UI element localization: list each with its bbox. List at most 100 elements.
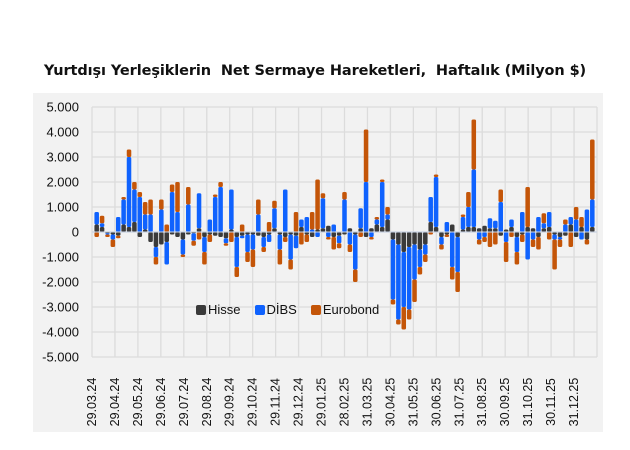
- bar-segment: [374, 217, 380, 220]
- bar-segment: [121, 199, 126, 225]
- chart-panel: [33, 93, 603, 432]
- bar-segment: [466, 207, 471, 227]
- bar-segment: [266, 222, 272, 232]
- bar-segment: [396, 244, 401, 320]
- bar-segment: [460, 217, 466, 230]
- bar-segment: [358, 208, 363, 229]
- bar-segment: [159, 199, 164, 210]
- bar-segment: [353, 232, 358, 235]
- bars: [92, 119, 597, 330]
- bar-segment: [180, 239, 186, 255]
- bar-segment: [148, 199, 153, 215]
- bar-segment: [218, 187, 223, 232]
- legend-item-hisse[interactable]: Hisse: [196, 302, 241, 317]
- bar-segment: [239, 232, 245, 236]
- bar-segment: [509, 219, 514, 227]
- legend-item-dibs[interactable]: DİBS: [254, 302, 297, 317]
- bar-segment: [132, 189, 137, 222]
- bar-segment: [493, 220, 498, 229]
- bar-segment: [590, 227, 595, 232]
- x-tick-label: 31.03.25: [360, 378, 374, 427]
- bar-segment: [557, 237, 563, 240]
- bar-segment: [196, 228, 202, 232]
- bar-segment: [175, 212, 180, 232]
- bar-segment: [256, 214, 261, 232]
- bar-segment: [509, 227, 514, 232]
- bar-segment: [331, 224, 336, 232]
- bar-segment: [476, 239, 482, 245]
- bar-segment: [142, 214, 148, 230]
- bar-segment: [159, 232, 164, 245]
- legend-item-eurobond[interactable]: Eurobond: [310, 302, 379, 317]
- bar-segment: [180, 232, 186, 240]
- bar-segment: [336, 235, 342, 244]
- bar-segment: [503, 232, 509, 242]
- bar-segment: [169, 184, 175, 192]
- bar-segment: [320, 198, 326, 229]
- bar-segment: [482, 237, 487, 242]
- bar-segment: [126, 227, 132, 232]
- bar-segment: [541, 223, 547, 229]
- bar-segment: [541, 228, 547, 232]
- x-tick-label: 29.10.24: [246, 378, 260, 427]
- bar-segment: [503, 242, 509, 262]
- bar-segment: [191, 233, 196, 241]
- x-tick-label: 31.12.25: [567, 378, 581, 427]
- bar-segment: [250, 249, 256, 267]
- bar-segment: [423, 232, 428, 245]
- bar-segment: [186, 232, 191, 235]
- bar-segment: [239, 235, 245, 239]
- x-tick-label: 30.11.25: [544, 378, 558, 426]
- bar-segment: [94, 224, 99, 232]
- bar-segment: [514, 237, 520, 252]
- bar-segment: [417, 232, 423, 250]
- bar-segment: [304, 232, 310, 235]
- bar-segment: [164, 242, 169, 265]
- bar-segment: [379, 227, 385, 232]
- bar-segment: [207, 234, 213, 242]
- bar-segment: [229, 232, 234, 242]
- bar-segment: [218, 232, 223, 237]
- bar-segment: [191, 240, 196, 246]
- bar-segment: [546, 232, 552, 240]
- bar-segment: [186, 204, 191, 232]
- x-tick-label: 29.11.24: [269, 378, 283, 426]
- bar-segment: [530, 239, 536, 247]
- bar-segment: [396, 319, 401, 325]
- bar-segment: [353, 269, 358, 282]
- bar-segment: [288, 234, 293, 260]
- bar-segment: [336, 232, 342, 236]
- bar-segment: [196, 193, 202, 229]
- bar-segment: [245, 234, 250, 252]
- bar-segment: [239, 224, 245, 232]
- y-tick-label: 2.000: [46, 175, 79, 190]
- bar-segment: [476, 228, 482, 232]
- bar-segment: [487, 232, 493, 247]
- bar-segment: [423, 254, 428, 262]
- bar-segment: [412, 232, 417, 245]
- bar-segment: [272, 228, 277, 232]
- bar-segment: [202, 232, 207, 237]
- y-tick-label: 0: [72, 225, 79, 240]
- bar-segment: [557, 232, 563, 237]
- bar-segment: [579, 232, 584, 240]
- bar-segment: [584, 239, 590, 245]
- bar-segment: [358, 228, 363, 232]
- bar-segment: [223, 238, 229, 244]
- bar-segment: [466, 227, 471, 232]
- x-tick-label: 29.12.24: [292, 378, 306, 427]
- bar-segment: [568, 232, 574, 247]
- y-tick-label: -5.000: [42, 350, 79, 365]
- bar-segment: [266, 234, 272, 242]
- bar-segment: [142, 229, 148, 232]
- bar-segment: [417, 249, 423, 267]
- bar-segment: [385, 214, 390, 220]
- bar-segment: [525, 227, 530, 232]
- bar-segment: [444, 222, 450, 232]
- bar-segment: [390, 239, 396, 300]
- x-tick-label: 29.04.24: [108, 378, 122, 427]
- bar-segment: [363, 232, 369, 237]
- bar-segment: [121, 224, 126, 232]
- bar-segment: [455, 272, 460, 292]
- bar-segment: [444, 232, 450, 235]
